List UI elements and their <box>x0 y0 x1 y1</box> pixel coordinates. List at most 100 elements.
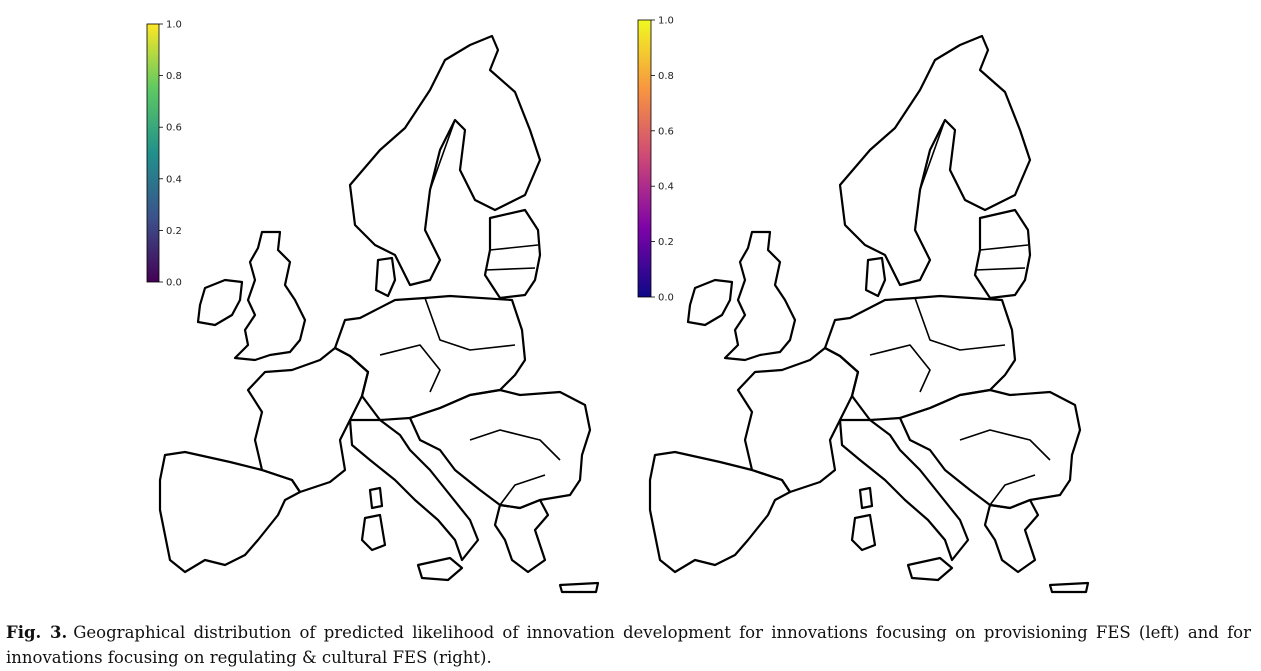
left-map-cell <box>160 590 168 592</box>
left-map-cell <box>480 22 487 29</box>
right-map-cell <box>745 128 755 138</box>
left-map-cell <box>533 406 541 414</box>
left-map-cell <box>413 63 422 71</box>
right-map-cell <box>1082 523 1088 533</box>
left-map-cell <box>493 532 499 537</box>
right-map-cell <box>695 444 702 451</box>
right-map-cell <box>959 397 966 404</box>
right-map-cell <box>1086 279 1088 284</box>
left-map-cell <box>549 401 554 406</box>
left-map-cell <box>511 217 520 225</box>
left-map-cell <box>188 134 193 138</box>
right-map-cell <box>774 326 783 336</box>
right-map-cell <box>783 439 791 447</box>
left-map-cell <box>160 374 171 385</box>
left-map-cell <box>318 130 324 137</box>
left-map-cell <box>442 540 449 547</box>
left-map-cell <box>321 441 332 452</box>
left-map-cell <box>205 412 214 421</box>
right-map-cell <box>689 284 695 290</box>
left-map-cell <box>587 215 593 221</box>
left-map-cell <box>325 276 336 287</box>
right-map-cell <box>970 473 978 481</box>
left-map-cell <box>474 505 480 511</box>
right-map-cell <box>864 442 871 450</box>
right-map-cell <box>872 459 879 467</box>
left-map-cell <box>398 25 403 30</box>
right-map-cell <box>1013 471 1019 477</box>
left-map-cell <box>324 497 335 507</box>
right-map-cell <box>928 413 936 421</box>
right-map-cell <box>950 87 960 98</box>
right-map-cell <box>876 159 887 170</box>
left-map-cell <box>409 531 416 538</box>
left-map-cell <box>406 547 417 557</box>
left-map-cell <box>392 114 397 119</box>
left-map-cell <box>341 36 348 39</box>
right-map-cell <box>776 580 785 589</box>
right-map-cell <box>1077 142 1083 148</box>
left-map-cell <box>240 505 249 514</box>
right-map-cell <box>801 497 807 503</box>
right-map-cell <box>669 347 679 358</box>
left-map-cell <box>556 48 561 54</box>
right-map-cell <box>987 334 996 343</box>
right-map-cell <box>681 71 688 77</box>
left-map-cell <box>454 591 460 592</box>
left-map-cell <box>449 226 457 234</box>
left-map-cell <box>263 560 272 568</box>
left-map-cell <box>486 576 493 582</box>
left-map-cell <box>163 199 171 207</box>
left-map-cell <box>594 173 598 183</box>
left-map-cell <box>349 365 360 376</box>
left-map-cell <box>280 453 291 464</box>
right-map-cell <box>1000 173 1010 184</box>
right-map-cell <box>1051 247 1060 256</box>
right-map-cell <box>960 413 971 424</box>
left-map-cell <box>457 348 465 357</box>
right-map-cell <box>871 428 877 434</box>
left-map-cell <box>569 533 579 543</box>
right-map-cell <box>1037 173 1045 181</box>
left-map-cell <box>346 330 352 336</box>
left-map-cell <box>540 303 548 310</box>
right-map-cell <box>748 579 754 585</box>
right-map-cell <box>682 132 688 138</box>
left-map-cell <box>165 140 172 148</box>
right-map-cell <box>1082 331 1088 337</box>
left-map-cell <box>527 297 533 304</box>
right-map-cell <box>1096 199 1103 206</box>
right-map-cell <box>702 596 707 601</box>
right-map-cell <box>943 157 949 162</box>
left-map-cell <box>396 36 405 38</box>
left-map-cell <box>184 294 195 304</box>
left-map-cell <box>508 323 515 329</box>
right-map-cell <box>755 434 761 440</box>
left-map-cell <box>413 397 424 407</box>
right-map-cell <box>1008 232 1014 238</box>
left-map-cell <box>587 508 596 517</box>
right-map-cell <box>818 49 825 57</box>
right-map-cell <box>995 576 1005 585</box>
left-map-cell <box>443 519 451 526</box>
left-map-cell <box>515 350 521 357</box>
right-map-cell <box>736 188 747 199</box>
right-map-cell <box>792 25 801 34</box>
left-map-cell <box>552 560 561 569</box>
left-map-cell <box>580 526 586 533</box>
right-map-cell <box>1037 280 1046 290</box>
left-map-cell <box>590 452 598 462</box>
left-map-cell <box>256 485 262 490</box>
left-map-cell <box>323 58 329 64</box>
right-map-cell <box>752 306 757 311</box>
left-map-cell <box>353 253 359 258</box>
left-map-cell <box>532 198 543 209</box>
right-map-cell <box>707 75 718 86</box>
left-map-cell <box>519 487 525 493</box>
left-map-cell <box>257 269 263 275</box>
right-map-cell <box>697 104 704 111</box>
left-map-cell <box>245 440 253 448</box>
left-map-cell <box>594 289 598 298</box>
right-map-cell <box>964 315 971 322</box>
left-map-cell <box>230 229 236 235</box>
